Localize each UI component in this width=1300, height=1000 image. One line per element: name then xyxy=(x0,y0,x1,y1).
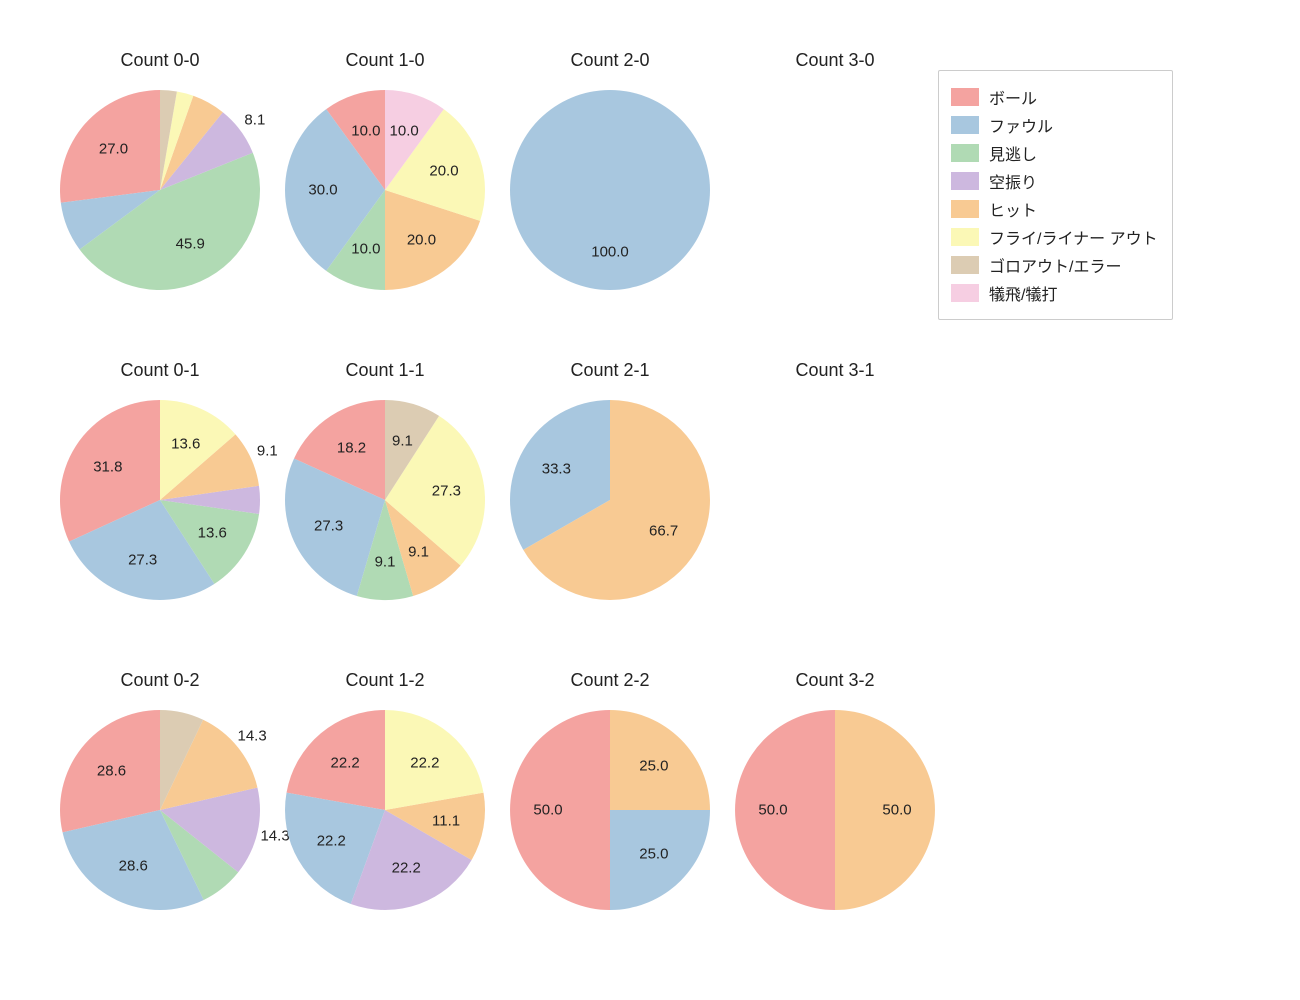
pie-slice xyxy=(835,710,935,910)
legend-item: ゴロアウト/エラー xyxy=(951,253,1158,277)
pie-slice xyxy=(735,710,835,910)
chart-title: Count 3-2 xyxy=(725,670,945,691)
chart-title: Count 3-1 xyxy=(725,360,945,381)
legend-item: フライ/ライナー アウト xyxy=(951,225,1158,249)
chart-title: Count 1-0 xyxy=(275,50,495,71)
pie-chart: 31.827.313.69.113.6 xyxy=(50,390,270,610)
legend-label: フライ/ライナー アウト xyxy=(989,225,1158,249)
legend-swatch xyxy=(951,228,979,246)
pie-chart: 50.050.0 xyxy=(725,700,945,920)
pie-slice xyxy=(60,90,160,203)
pie-chart: 27.045.98.1 xyxy=(50,80,270,300)
pie-slice xyxy=(610,710,710,810)
legend-label: 空振り xyxy=(989,169,1037,193)
chart-grid: Count 0-0 27.045.98.1Count 1-0 10.030.010.… xyxy=(0,0,1300,1000)
legend-label: ボール xyxy=(989,85,1037,109)
legend-swatch xyxy=(951,88,979,106)
legend-swatch xyxy=(951,200,979,218)
legend-label: 犠飛/犠打 xyxy=(989,281,1057,305)
pie-chart: 28.628.614.314.3 xyxy=(50,700,270,920)
chart-title: Count 1-2 xyxy=(275,670,495,691)
legend-label: ゴロアウト/エラー xyxy=(989,253,1121,277)
pie-chart: 18.227.39.19.127.39.1 xyxy=(275,390,495,610)
legend-item: 犠飛/犠打 xyxy=(951,281,1158,305)
legend-item: 空振り xyxy=(951,169,1158,193)
legend: ボールファウル見逃し空振りヒットフライ/ライナー アウトゴロアウト/エラー犠飛/… xyxy=(938,70,1173,320)
legend-swatch xyxy=(951,284,979,302)
pie-chart xyxy=(725,80,945,300)
legend-label: ファウル xyxy=(989,113,1053,137)
legend-item: ファウル xyxy=(951,113,1158,137)
chart-title: Count 2-2 xyxy=(500,670,720,691)
chart-title: Count 2-1 xyxy=(500,360,720,381)
chart-title: Count 3-0 xyxy=(725,50,945,71)
legend-item: 見逃し xyxy=(951,141,1158,165)
pie-chart: 50.025.025.0 xyxy=(500,700,720,920)
legend-item: ヒット xyxy=(951,197,1158,221)
chart-title: Count 0-0 xyxy=(50,50,270,71)
chart-title: Count 0-1 xyxy=(50,360,270,381)
pie-chart: 10.030.010.020.020.010.0 xyxy=(275,80,495,300)
pie-slice xyxy=(610,810,710,910)
chart-title: Count 1-1 xyxy=(275,360,495,381)
pie-slice xyxy=(510,710,610,910)
legend-item: ボール xyxy=(951,85,1158,109)
chart-title: Count 0-2 xyxy=(50,670,270,691)
pie-chart: 100.0 xyxy=(500,80,720,300)
pie-chart: 33.366.7 xyxy=(500,390,720,610)
pie-slice xyxy=(287,710,385,810)
legend-swatch xyxy=(951,256,979,274)
legend-swatch xyxy=(951,116,979,134)
chart-title: Count 2-0 xyxy=(500,50,720,71)
legend-label: ヒット xyxy=(989,197,1037,221)
legend-swatch xyxy=(951,172,979,190)
legend-label: 見逃し xyxy=(989,141,1037,165)
legend-swatch xyxy=(951,144,979,162)
pie-slice xyxy=(385,710,483,810)
pie-chart: 22.222.222.211.122.2 xyxy=(275,700,495,920)
pie-slice xyxy=(510,90,710,290)
pie-chart xyxy=(725,390,945,610)
